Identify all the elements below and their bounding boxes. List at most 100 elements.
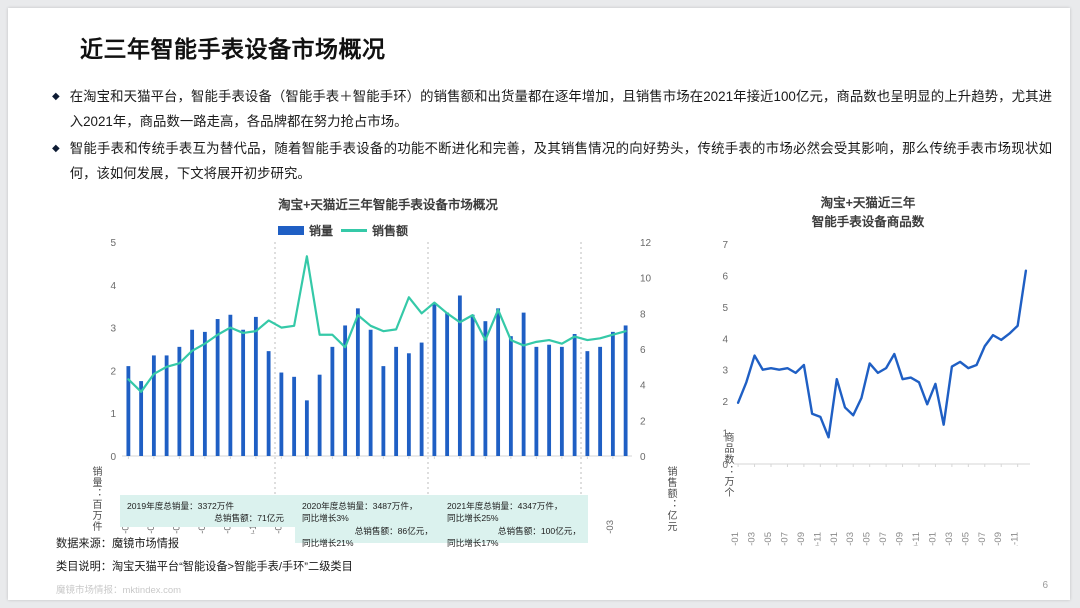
- right-chart-xtick: 2021-03: [944, 532, 955, 546]
- right-chart-title-line2: 智能手表设备商品数: [811, 215, 925, 229]
- annotation-line: 2020年度总销量：3487万件，: [302, 501, 418, 511]
- bullet-text: 智能手表和传统手表互为替代品，随着智能手表设备的功能不断进化和完善，及其销售情况…: [69, 141, 1052, 181]
- left-chart-ytick: 4: [110, 281, 116, 292]
- right-chart-ytick: 4: [722, 334, 728, 345]
- left-chart-bar: [419, 342, 424, 456]
- right-chart-xtick: 2020-01: [829, 532, 840, 546]
- right-chart-xtick: 2021-09: [993, 532, 1004, 546]
- annotation-line: 总销售额：71亿元: [214, 513, 284, 524]
- right-chart-y-axis-title: 商品数：万个: [722, 432, 733, 498]
- left-chart-ytick: 5: [110, 238, 116, 249]
- left-chart-bar: [585, 351, 590, 456]
- left-chart-bar: [241, 329, 246, 456]
- left-chart-bar: [330, 346, 335, 456]
- right-chart-xtick: 2021-11: [1010, 532, 1021, 546]
- left-chart-bar: [610, 331, 615, 456]
- left-chart-xtick: 2020-01: [273, 520, 284, 534]
- right-chart-xtick: 2020-05: [862, 532, 873, 546]
- left-chart-bar: [215, 319, 220, 456]
- annotation-box-2019: 2019年度总销量：3372万件 总销售额：71亿元: [120, 495, 303, 527]
- left-chart-bar: [164, 355, 169, 456]
- left-chart-bar: [559, 346, 564, 456]
- right-chart-plot: 0 1 2 3 4 5 6 7 2019-01 2019-03 2019-05 2019-07 2019…: [722, 240, 1030, 546]
- left-chart-bar: [190, 329, 195, 456]
- left-chart-y2tick: 0: [640, 452, 646, 463]
- left-chart-ytick: 0: [110, 452, 116, 463]
- left-chart-bar: [126, 366, 131, 456]
- left-chart-y2tick: 8: [640, 309, 646, 320]
- left-chart-bar: [279, 372, 284, 456]
- left-chart-legend: 销量 销售额: [278, 222, 508, 239]
- left-chart-bar: [394, 346, 399, 456]
- annotation-box-2021: 2021年度总销量：4347万件， 同比增长25% 总销售额：100亿元， 同比…: [440, 495, 588, 548]
- left-chart-y2tick: 10: [640, 274, 652, 285]
- left-chart-xtick: 2019-11: [248, 520, 259, 534]
- annotation-line: 2021年度总销量：4347万件，: [447, 501, 563, 511]
- left-chart-bar: [343, 325, 348, 456]
- right-chart-ytick: 1: [722, 429, 728, 440]
- left-chart-y2tick: 6: [640, 345, 646, 356]
- left-chart-bar: [470, 314, 475, 456]
- right-chart-line: [736, 269, 1028, 439]
- legend-entry-sales-volume: 销量: [278, 222, 333, 239]
- annotation-line: 同比增长3%: [302, 513, 349, 524]
- left-chart-bar: [432, 304, 437, 456]
- left-chart-bar: [292, 376, 297, 456]
- left-chart-xtick: 2019-09: [222, 520, 233, 534]
- right-chart-xtick: 2021-05: [960, 532, 971, 546]
- right-chart-xtick: 2020-11: [911, 532, 922, 546]
- right-chart-ytick: 6: [722, 271, 728, 282]
- left-chart-ytick: 3: [110, 324, 116, 335]
- left-chart-bar: [317, 374, 322, 456]
- bullet-marker-icon: ◆: [52, 143, 60, 154]
- left-chart-bar: [547, 344, 552, 456]
- left-chart-y2tick: 2: [640, 416, 646, 427]
- right-chart-xtick: 2019-07: [779, 532, 790, 546]
- annotation-line: 同比增长21%: [302, 538, 354, 549]
- page-number: 6: [1042, 580, 1048, 591]
- legend-label-bar: 销量: [309, 224, 334, 238]
- right-chart-title-line1: 淘宝+天猫近三年: [820, 196, 916, 210]
- bullet-item: ◆ 在淘宝和天猫平台，智能手表设备（智能手表＋智能手环）的销售额和出货量都在逐年…: [52, 84, 1052, 134]
- left-chart-bar: [381, 366, 386, 456]
- left-chart-bar: [266, 351, 271, 456]
- annotation-line: 同比增长25%: [447, 513, 499, 524]
- right-chart-xtick: 2019-03: [747, 532, 758, 546]
- right-chart-ytick: 3: [722, 366, 728, 377]
- right-chart-title: 淘宝+天猫近三年 智能手表设备商品数: [768, 194, 968, 232]
- left-chart-xtick: 2019-05: [171, 520, 182, 534]
- left-chart-bar: [355, 308, 360, 456]
- left-chart-bar: [406, 353, 411, 456]
- annotation-line: 总销售额：100亿元，: [497, 525, 581, 536]
- left-chart-bar: [598, 346, 603, 456]
- right-chart-xtick: 2020-09: [895, 532, 906, 546]
- right-chart-xtick: 2019-01: [730, 532, 741, 546]
- right-chart-xtick: 2019-09: [796, 532, 807, 546]
- left-chart-bar: [151, 355, 156, 456]
- left-chart-line: [127, 255, 627, 393]
- right-chart-xtick: 2021-07: [977, 532, 988, 546]
- right-chart-xtick: 2020-07: [878, 532, 889, 546]
- right-chart-ytick: 7: [722, 240, 728, 251]
- annotation-line: 总销售额：86亿元，: [354, 525, 433, 536]
- right-chart-xtick: 2021-01: [927, 532, 938, 546]
- left-chart-y2tick: 12: [640, 238, 652, 249]
- slide-canvas: 近三年智能手表设备市场概况 ◆ 在淘宝和天猫平台，智能手表设备（智能手表＋智能手…: [8, 8, 1070, 600]
- bullet-text: 在淘宝和天猫平台，智能手表设备（智能手表＋智能手环）的销售额和出货量都在逐年增加…: [69, 89, 1052, 129]
- left-chart-bar: [228, 314, 233, 456]
- legend-swatch-line-icon: [341, 229, 368, 232]
- annotation-line: 2019年度总销量：3372万件: [127, 501, 234, 511]
- left-chart-plot: 0123450246810122019-012019-032019-052019…: [110, 238, 652, 534]
- legend-label-line: 销售额: [372, 224, 409, 238]
- left-chart-bar: [496, 308, 501, 456]
- right-chart-ytick: 0: [722, 460, 728, 471]
- left-chart-y-axis-title: 销量：百万件: [90, 466, 101, 532]
- legend-swatch-bar-icon: [278, 226, 304, 235]
- left-chart-bar: [521, 312, 526, 456]
- left-chart-xtick: 2019-07: [197, 520, 208, 534]
- right-chart-xtick: 2020-03: [845, 532, 856, 546]
- left-chart-bar: [304, 400, 309, 456]
- right-chart-ytick: 2: [722, 397, 728, 408]
- footer-source: 数据来源：魔镜市场情报: [56, 538, 180, 550]
- left-chart-bar: [508, 336, 513, 456]
